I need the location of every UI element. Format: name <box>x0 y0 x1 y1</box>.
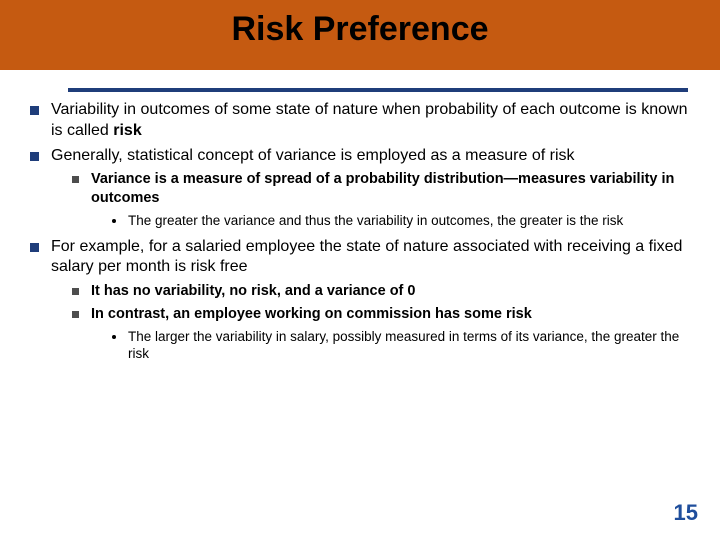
dot-bullet-icon <box>112 219 116 223</box>
bold-term: risk <box>113 122 141 139</box>
square-bullet-icon <box>72 311 79 318</box>
square-bullet-icon <box>72 288 79 295</box>
page-number: 15 <box>674 500 698 526</box>
bullet-text: It has no variability, no risk, and a va… <box>91 282 415 301</box>
bullet-text: Variance is a measure of spread of a pro… <box>91 170 690 208</box>
square-bullet-icon <box>30 152 39 161</box>
bullet-text: Variability in outcomes of some state of… <box>51 100 690 142</box>
slide-title: Risk Preference <box>0 10 720 49</box>
slide-body: Variability in outcomes of some state of… <box>30 100 690 367</box>
square-bullet-icon <box>30 106 39 115</box>
bullet-text: For example, for a salaried employee the… <box>51 237 690 279</box>
bullet-text-span: Variability in outcomes of some state of… <box>51 101 687 139</box>
bullet-text: The greater the variance and thus the va… <box>128 212 623 230</box>
bullet-level3: The greater the variance and thus the va… <box>112 212 690 230</box>
bullet-level3: The larger the variability in salary, po… <box>112 328 690 363</box>
bullet-level2: It has no variability, no risk, and a va… <box>72 282 690 301</box>
title-underline-rule <box>68 88 688 92</box>
square-bullet-icon <box>30 243 39 252</box>
bullet-level1: For example, for a salaried employee the… <box>30 237 690 279</box>
bullet-level1: Variability in outcomes of some state of… <box>30 100 690 142</box>
bullet-text: The larger the variability in salary, po… <box>128 328 690 363</box>
bullet-level1: Generally, statistical concept of varian… <box>30 146 690 167</box>
bullet-text: Generally, statistical concept of varian… <box>51 146 575 167</box>
square-bullet-icon <box>72 176 79 183</box>
bullet-level2: Variance is a measure of spread of a pro… <box>72 170 690 208</box>
dot-bullet-icon <box>112 335 116 339</box>
bullet-text: In contrast, an employee working on comm… <box>91 305 532 324</box>
bullet-level2: In contrast, an employee working on comm… <box>72 305 690 324</box>
